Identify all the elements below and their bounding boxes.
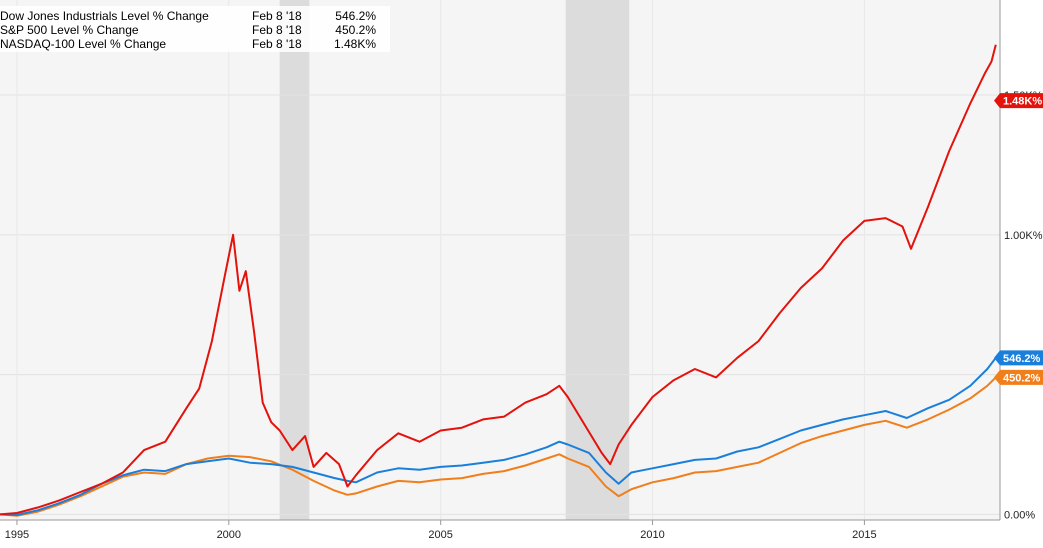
value-badge-shape xyxy=(994,93,1043,109)
legend-label: NASDAQ-100 Level % Change xyxy=(0,37,166,51)
recession-band xyxy=(565,0,630,520)
legend-row-dow[interactable]: Dow Jones Industrials Level % Change Feb… xyxy=(0,9,376,23)
legend-date: Feb 8 '18 xyxy=(252,37,302,51)
x-tick-label: 1995 xyxy=(5,529,29,541)
y-tick-label: 1.00K% xyxy=(1004,230,1043,242)
value-badge-0: 546.2% xyxy=(994,350,1043,366)
value-badge-shape xyxy=(994,369,1043,385)
legend-value: 450.2% xyxy=(335,23,376,37)
legend-date: Feb 8 '18 xyxy=(252,23,302,37)
series-line-2[interactable] xyxy=(0,44,997,516)
legend-label: Dow Jones Industrials Level % Change xyxy=(0,9,209,23)
value-badge-2: 1.48K% xyxy=(994,93,1043,109)
x-tick-label: 2000 xyxy=(217,529,241,541)
legend: Dow Jones Industrials Level % Change Feb… xyxy=(0,6,390,52)
value-badge-label: 546.2% xyxy=(1003,353,1041,365)
series-line-1[interactable] xyxy=(0,376,997,517)
value-badge-shape xyxy=(994,350,1043,366)
value-badge-label: 1.48K% xyxy=(1003,96,1042,108)
legend-label: S&P 500 Level % Change xyxy=(0,23,139,37)
series-lines xyxy=(0,44,997,517)
x-tick-label: 2005 xyxy=(428,529,452,541)
legend-row-sp500[interactable]: S&P 500 Level % Change Feb 8 '18 450.2% xyxy=(0,23,376,37)
value-badge-1: 450.2% xyxy=(994,369,1043,385)
y-axis-ticks: 0.00%1.00K%1.50K% xyxy=(1004,90,1043,521)
recession-band xyxy=(279,0,310,520)
recession-bands xyxy=(279,0,630,520)
plot-area xyxy=(0,0,1000,520)
legend-value: 546.2% xyxy=(335,9,376,23)
value-badge-label: 450.2% xyxy=(1003,372,1041,384)
y-tick-label: 0.00% xyxy=(1004,509,1035,521)
gridlines xyxy=(0,0,1000,520)
legend-value: 1.48K% xyxy=(334,37,376,51)
x-tick-label: 2015 xyxy=(852,529,876,541)
x-tick-label: 2010 xyxy=(640,529,664,541)
x-axis-ticks: 1995 2000 2005 2010 2015 xyxy=(5,520,877,541)
series-line-0[interactable] xyxy=(0,357,997,516)
legend-row-nasdaq[interactable]: NASDAQ-100 Level % Change Feb 8 '18 1.48… xyxy=(0,37,376,51)
legend-date: Feb 8 '18 xyxy=(252,9,302,23)
legend-background xyxy=(0,6,390,52)
value-badges: 546.2% 450.2% 1.48K% xyxy=(994,93,1043,385)
